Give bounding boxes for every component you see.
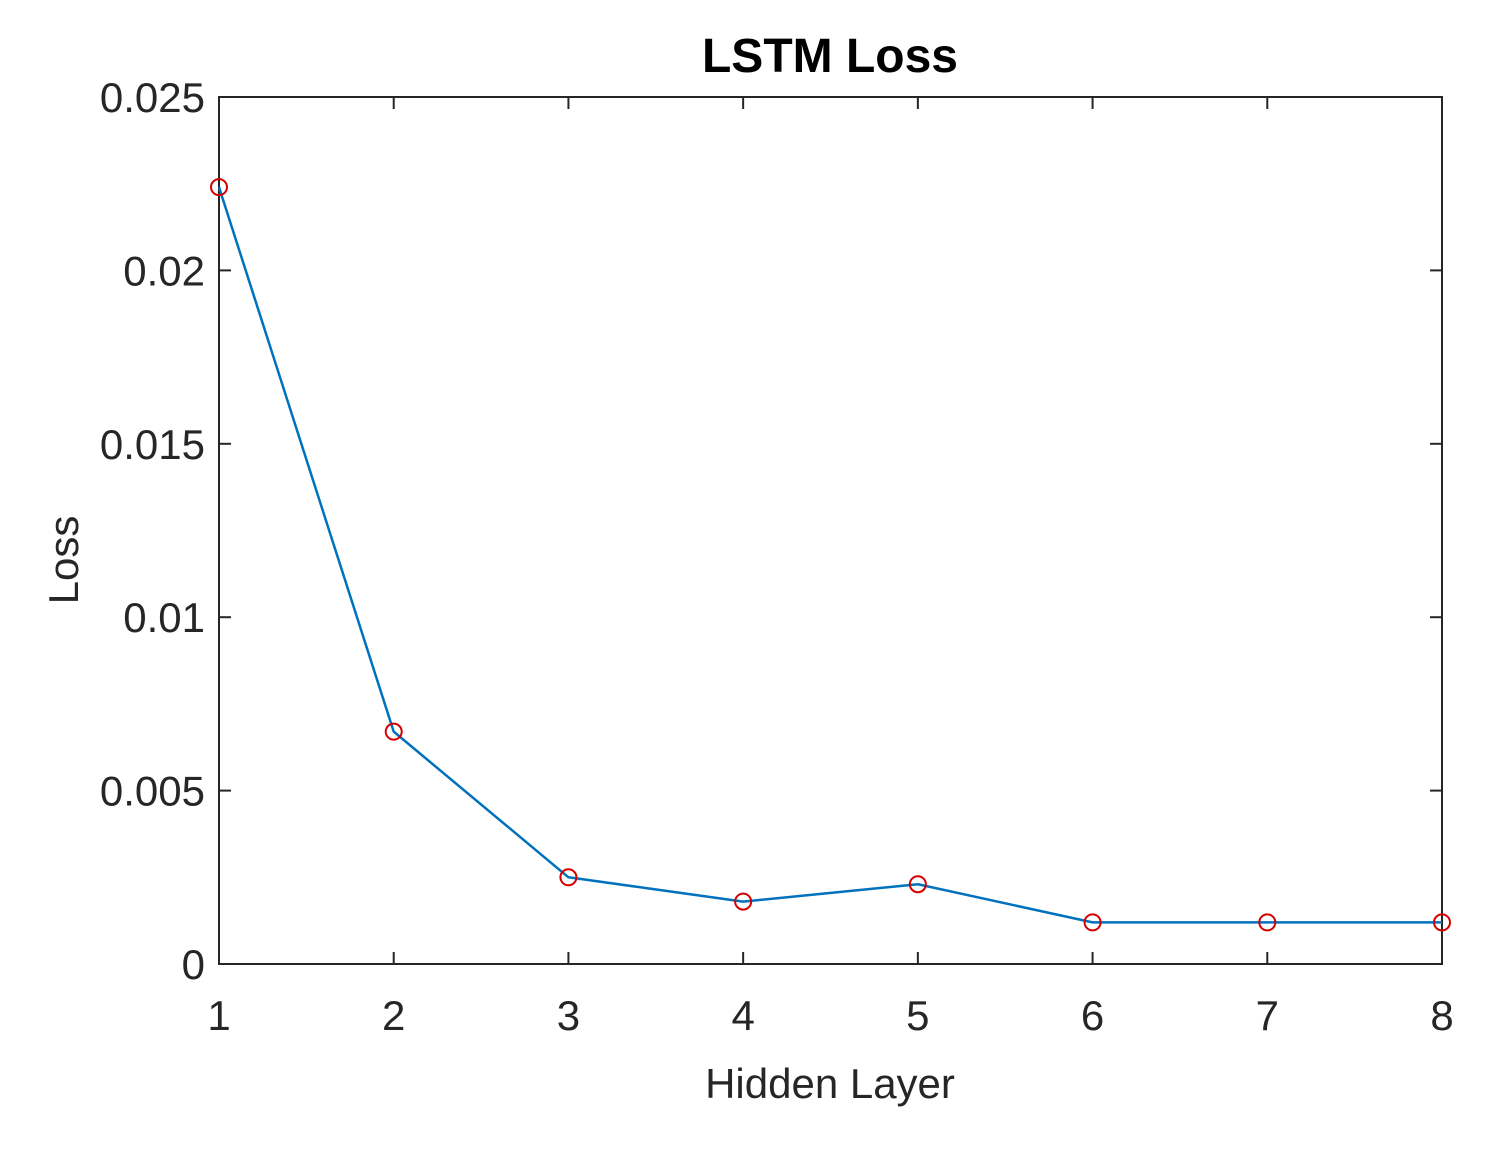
axes-box (218, 96, 1443, 965)
data-point-marker (559, 868, 578, 887)
y-axis-ticks (219, 96, 1442, 965)
data-point-marker (734, 892, 753, 911)
series-line (217, 186, 1442, 924)
x-axis-tick-labels: 1 2 3 4 5 6 7 8 (207, 992, 1453, 1039)
x-tick-label: 3 (557, 992, 580, 1039)
series-layer (210, 178, 1451, 932)
y-tick-label: 0.02 (123, 247, 205, 294)
y-tick-label: 0.01 (123, 594, 205, 641)
x-tick-label: 2 (382, 992, 405, 1039)
y-tick-label: 0.015 (100, 421, 205, 468)
x-axis-label: Hidden Layer (705, 1060, 955, 1107)
y-axis-tick-labels: 0 0.005 0.01 0.015 0.02 0.025 (100, 74, 205, 988)
y-tick-label: 0.025 (100, 74, 205, 121)
data-point-marker (210, 178, 228, 197)
x-tick-label: 4 (731, 992, 754, 1039)
plot-area (218, 96, 1443, 965)
data-point-marker (908, 875, 927, 894)
x-axis-ticks (218, 97, 1443, 964)
x-tick-label: 1 (207, 992, 230, 1039)
x-tick-label: 6 (1081, 992, 1104, 1039)
data-point-marker (384, 722, 403, 741)
y-tick-label: 0.005 (100, 768, 205, 815)
data-point-marker (1083, 913, 1102, 932)
y-tick-label: 0 (182, 941, 205, 988)
x-tick-label: 5 (906, 992, 929, 1039)
x-tick-label: 8 (1430, 992, 1453, 1039)
chart-title: LSTM Loss (702, 30, 958, 83)
y-axis-label: Loss (40, 516, 87, 605)
data-point-marker (1258, 913, 1277, 932)
data-point-marker (1433, 913, 1451, 932)
x-tick-label: 7 (1256, 992, 1279, 1039)
